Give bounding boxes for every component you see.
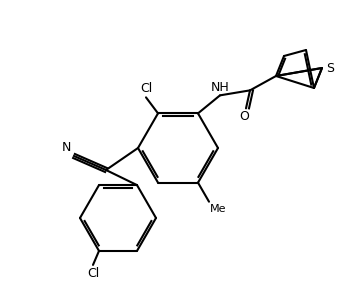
Text: Me: Me [210,204,226,214]
Text: N: N [62,141,71,154]
Text: Cl: Cl [140,82,152,95]
Text: S: S [326,61,334,74]
Text: NH: NH [210,81,230,94]
Text: Cl: Cl [87,267,99,280]
Text: O: O [239,110,249,123]
